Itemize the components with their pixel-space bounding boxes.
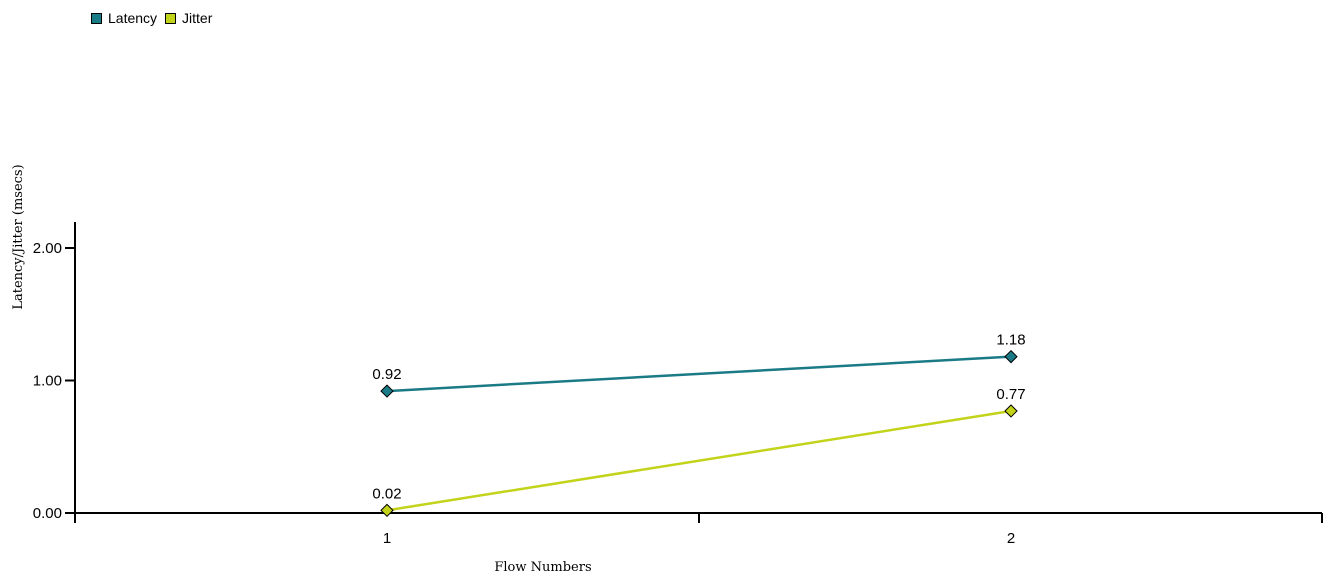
data-point — [380, 384, 394, 398]
x-tick-label: 1 — [383, 530, 391, 547]
x-tick-label: 2 — [1007, 530, 1015, 547]
y-tick-label: 2.00 — [33, 240, 62, 257]
legend-swatch-jitter — [165, 12, 177, 24]
y-tick-label: 0.00 — [33, 505, 62, 522]
y-tick-label: 1.00 — [33, 373, 62, 390]
data-label: 1.18 — [996, 332, 1025, 349]
chart-axes: 0.00 1.00 2.00 1 2 — [33, 222, 1323, 547]
data-label: 0.02 — [372, 485, 401, 502]
series-line-jitter — [386, 409, 1012, 512]
series-line-latency — [386, 355, 1012, 393]
chart-legend: Latency Jitter — [91, 10, 220, 26]
legend-item-jitter[interactable]: Jitter — [165, 10, 212, 26]
data-label: 0.92 — [372, 366, 401, 383]
legend-swatch-latency — [91, 12, 102, 24]
data-point — [1004, 404, 1018, 418]
y-axis-title: Latency/Jitter (msecs) — [11, 164, 26, 309]
data-label: 0.77 — [996, 386, 1025, 403]
data-point — [1004, 349, 1018, 364]
legend-item-latency[interactable]: Latency — [91, 10, 157, 26]
chart-series: 0.92 1.18 0.02 0.77 — [372, 332, 1026, 518]
legend-label-latency: Latency — [108, 10, 158, 26]
legend-label-jitter: Jitter — [182, 10, 213, 26]
data-point — [380, 503, 394, 518]
x-axis-title: Flow Numbers — [494, 560, 591, 575]
